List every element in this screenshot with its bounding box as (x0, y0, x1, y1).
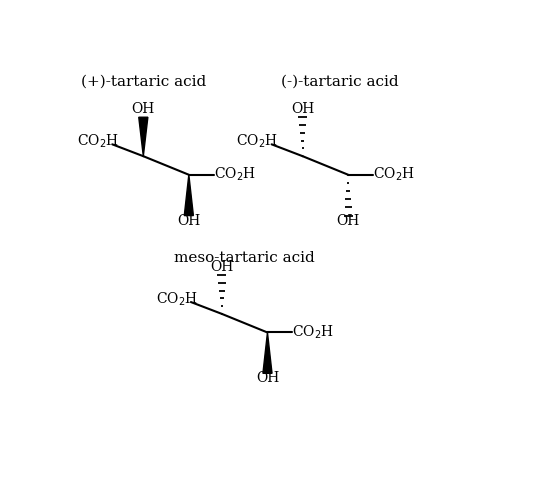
Text: OH: OH (336, 214, 360, 228)
Polygon shape (184, 175, 193, 215)
Text: OH: OH (177, 214, 200, 228)
Text: CO$_2$H: CO$_2$H (292, 324, 334, 341)
Text: OH: OH (132, 102, 155, 116)
Text: CO$_2$H: CO$_2$H (156, 290, 198, 308)
Text: OH: OH (291, 102, 315, 116)
Text: (+)-tartaric acid: (+)-tartaric acid (81, 75, 206, 89)
Text: CO$_2$H: CO$_2$H (373, 166, 415, 184)
Text: CO$_2$H: CO$_2$H (77, 133, 119, 150)
Text: (-)-tartaric acid: (-)-tartaric acid (281, 75, 399, 89)
Text: OH: OH (256, 372, 279, 386)
Polygon shape (139, 117, 148, 156)
Text: CO$_2$H: CO$_2$H (237, 133, 278, 150)
Text: CO$_2$H: CO$_2$H (214, 166, 256, 184)
Text: OH: OH (210, 260, 233, 274)
Text: meso-tartaric acid: meso-tartaric acid (174, 251, 315, 265)
Polygon shape (263, 333, 272, 373)
